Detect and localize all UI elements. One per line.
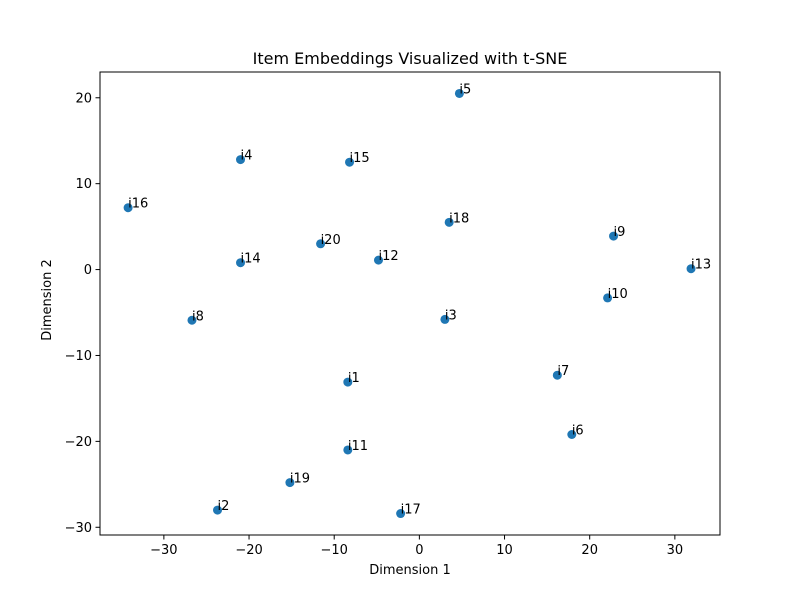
y-tick-label: 0: [84, 263, 92, 278]
y-tick-label: −30: [65, 521, 92, 536]
point-label: i7: [557, 364, 569, 379]
point-label: i19: [290, 472, 310, 487]
point-label: i10: [608, 287, 628, 302]
scatter-point: [396, 509, 406, 519]
scatter-point: [187, 315, 197, 325]
x-tick-label: −30: [150, 543, 177, 558]
x-tick-label: −20: [235, 543, 262, 558]
scatter-point: [567, 429, 577, 439]
point-label: i18: [449, 211, 469, 226]
x-tick-label: 20: [581, 543, 598, 558]
point-label: i4: [241, 149, 253, 164]
x-tick-label: 10: [496, 543, 513, 558]
point-label: i3: [445, 308, 457, 323]
plot-area: −30 −20 −10 0 10 20 30 −30 −20 −10 0 10 20 i1 i2 i3 i4 i5…: [65, 71, 721, 558]
point-label: i2: [218, 499, 230, 514]
scatter-point: [373, 255, 383, 265]
point-label: i13: [691, 258, 711, 273]
y-tick-label: −20: [65, 435, 92, 450]
scatter-point: [444, 217, 454, 227]
point-label: i8: [192, 309, 204, 324]
point-label: i1: [348, 371, 360, 386]
point-label: i15: [350, 151, 370, 166]
scatter-point: [440, 314, 450, 324]
y-tick-label: 10: [75, 177, 92, 192]
scatter-point: [609, 231, 619, 241]
point-label: i16: [128, 197, 148, 212]
scatter-point: [343, 377, 353, 387]
scatter-point: [236, 258, 246, 268]
point-label: i9: [614, 225, 626, 240]
scatter-point: [285, 478, 295, 488]
scatter-point: [316, 239, 326, 249]
scatter-point: [236, 155, 246, 165]
x-axis-label: Dimension 1: [369, 563, 451, 578]
point-label: i14: [241, 252, 261, 267]
point-label: i17: [401, 503, 421, 518]
scatter-point: [343, 445, 353, 455]
scatter-point: [686, 264, 696, 274]
chart-title: Item Embeddings Visualized with t-SNE: [253, 49, 568, 68]
y-axis-label: Dimension 2: [40, 259, 55, 341]
plot-frame: [99, 71, 721, 536]
x-tick-label: 30: [667, 543, 684, 558]
y-tick-label: 20: [75, 91, 92, 106]
x-tick-label: −10: [320, 543, 347, 558]
scatter-point: [123, 203, 133, 213]
point-label: i11: [348, 439, 368, 454]
scatter-point: [345, 157, 355, 167]
scatter-point: [603, 293, 613, 303]
point-label: i6: [572, 423, 584, 438]
x-tick-label: 0: [415, 543, 423, 558]
point-label: i20: [321, 233, 341, 248]
scatter-point: [213, 505, 223, 515]
scatter-point: [454, 88, 464, 98]
y-tick-label: −10: [65, 349, 92, 364]
point-label: i12: [378, 249, 398, 264]
point-label: i5: [459, 82, 471, 97]
scatter-point: [552, 370, 562, 380]
